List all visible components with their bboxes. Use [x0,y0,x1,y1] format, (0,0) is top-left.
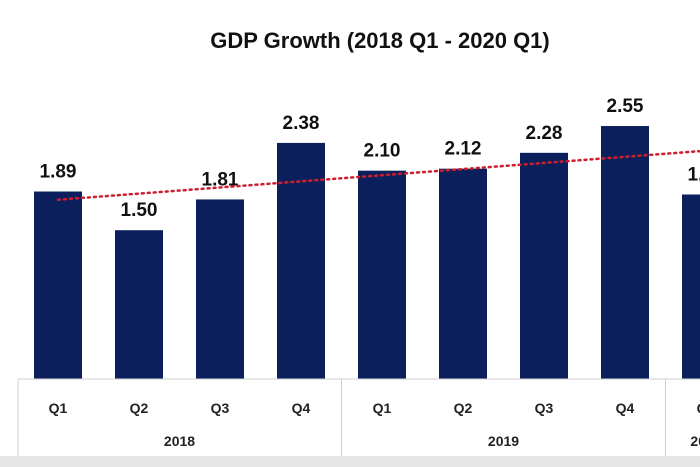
x-tick-label: Q3 [211,400,230,416]
data-label: 1.81 [202,169,239,190]
bar [34,191,82,379]
bottom-strip [0,456,700,467]
x-tick-label: Q4 [616,400,635,416]
x-group-label: 2019 [488,433,519,449]
x-tick-label: Q2 [130,400,149,416]
x-tick-label: Q4 [292,400,311,416]
bar [277,142,325,379]
bar [196,199,244,379]
data-label: 2.12 [445,139,482,160]
data-label: 2.10 [364,141,401,162]
data-label: 2.28 [526,123,563,144]
bar [358,170,406,379]
x-tick-label: Q1 [49,400,68,416]
x-tick-label: Q2 [454,400,473,416]
data-label: 2.38 [283,113,320,134]
data-label: 1.50 [121,200,158,221]
bar [115,230,163,379]
x-tick-label: Q3 [535,400,554,416]
data-label: 2.55 [607,96,644,117]
data-label: 1.89 [40,162,77,183]
bar [439,168,487,379]
x-tick-label: Q1 [697,400,700,416]
bar [682,194,700,379]
x-group-label: 2018 [164,433,195,449]
x-tick-label: Q1 [373,400,392,416]
trendline [56,149,700,201]
bar [601,126,649,379]
chart-title: GDP Growth (2018 Q1 - 2020 Q1) [210,28,550,53]
data-label: 1.86 [688,164,700,185]
x-group-label: 2020 [690,433,700,449]
bar [520,152,568,379]
